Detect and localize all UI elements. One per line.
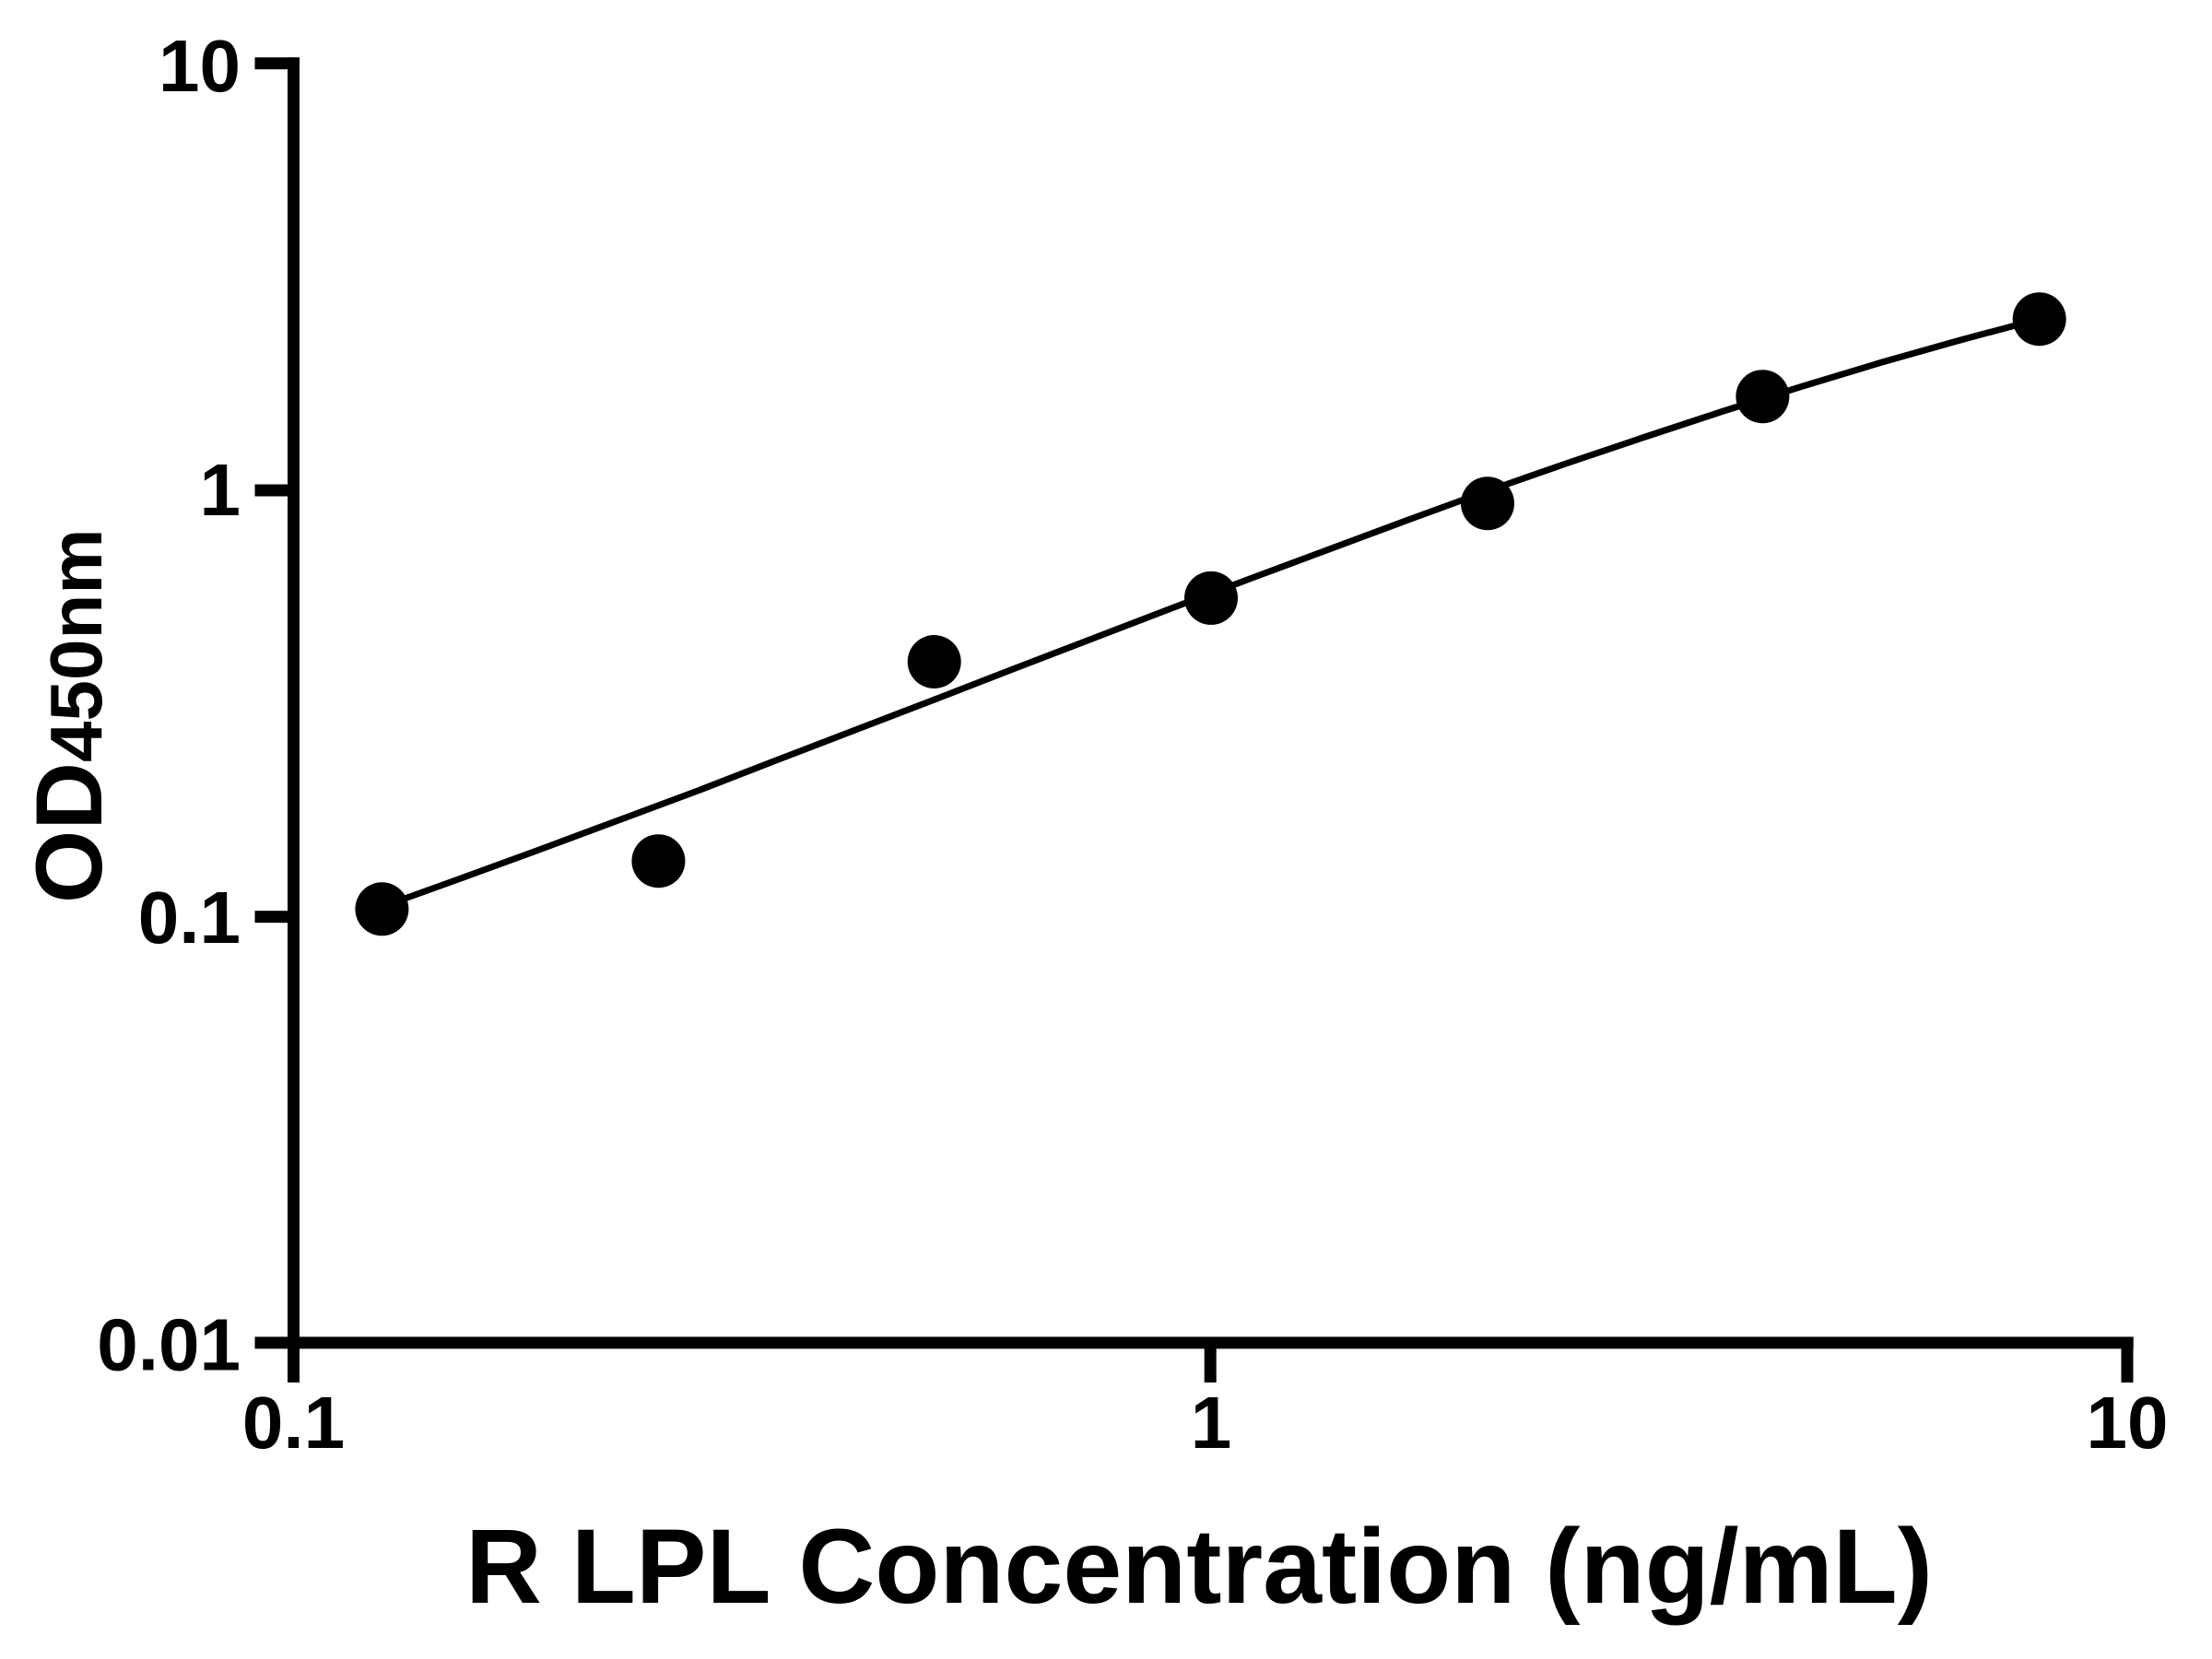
svg-text:0.1: 0.1: [138, 877, 241, 959]
svg-text:10: 10: [159, 25, 241, 107]
svg-text:10: 10: [2087, 1382, 2169, 1464]
svg-text:OD450nm: OD450nm: [17, 529, 122, 903]
svg-text:R LPL Concentration (ng/mL): R LPL Concentration (ng/mL): [465, 1508, 1933, 1626]
svg-text:1: 1: [200, 449, 241, 531]
svg-text:1: 1: [1191, 1382, 1232, 1464]
svg-text:0.1: 0.1: [242, 1382, 345, 1464]
svg-text:0.01: 0.01: [97, 1304, 241, 1386]
